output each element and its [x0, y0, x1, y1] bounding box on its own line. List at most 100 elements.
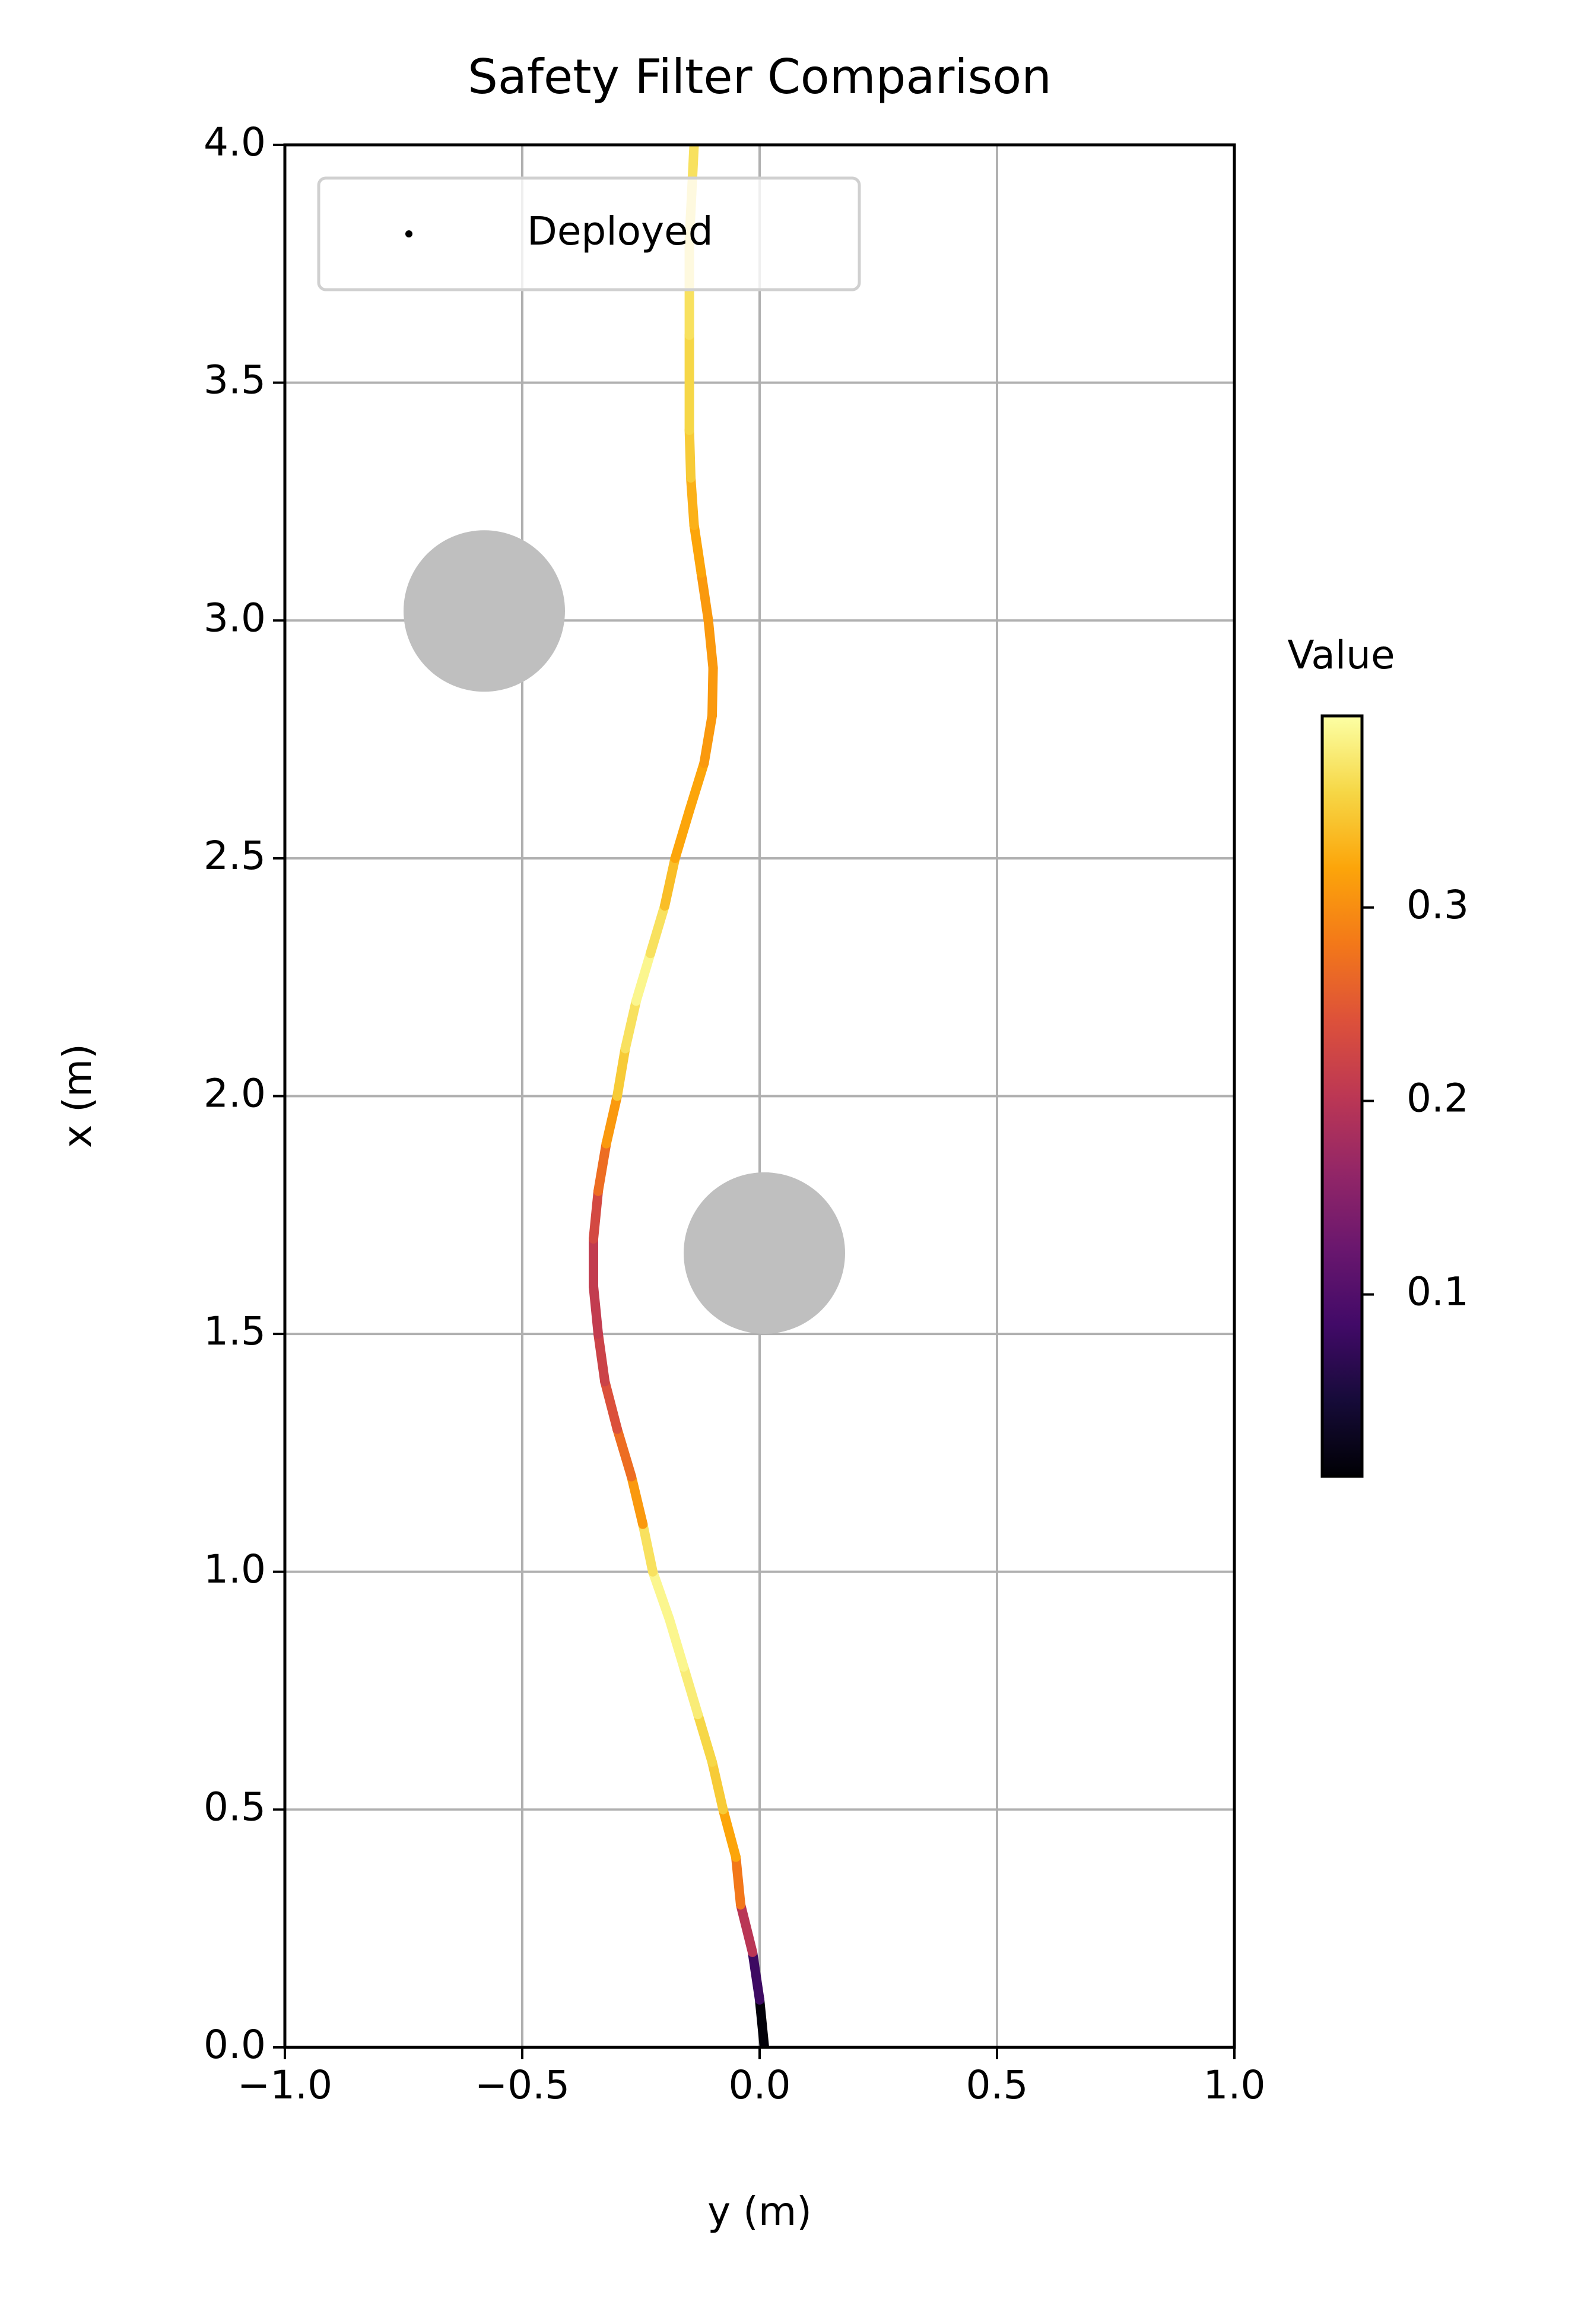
- trajectory-segment: [665, 1614, 688, 1672]
- y-axis-label: x (m): [55, 1044, 100, 1148]
- point: [731, 1852, 741, 1862]
- point: [679, 1662, 688, 1672]
- legend: Deployed: [317, 176, 861, 291]
- trajectory-segment: [689, 521, 706, 578]
- y-tick-label: 2.0: [204, 1071, 266, 1117]
- trajectory-segment: [593, 1329, 610, 1387]
- trajectory-segment: [631, 949, 655, 1006]
- point: [686, 473, 696, 483]
- legend-label: Deployed: [527, 208, 713, 254]
- point: [707, 1757, 717, 1767]
- y-tick-label: 0.0: [204, 2022, 266, 2068]
- trajectory-segment: [699, 711, 717, 768]
- point: [684, 806, 694, 816]
- x-tick-label: 1.0: [1204, 2062, 1266, 2108]
- trajectory-segment: [703, 616, 718, 673]
- trajectory-segment: [593, 1139, 611, 1196]
- point: [600, 1377, 610, 1387]
- colorbar-ticks: 0.1 0.2 0.3: [1362, 882, 1469, 1315]
- trajectory-segment: [707, 663, 718, 721]
- point: [612, 1424, 622, 1434]
- y-tick-label: 1.0: [204, 1546, 266, 1592]
- trajectory-segment: [600, 1377, 622, 1434]
- point: [620, 1044, 630, 1054]
- chart-title: Safety Filter Comparison: [468, 49, 1052, 104]
- trajectory-segment: [731, 1852, 745, 1910]
- point: [660, 901, 669, 911]
- y-tick-label: 4.0: [204, 119, 266, 165]
- x-tick-label: 0.0: [729, 2062, 791, 2108]
- point: [718, 1805, 728, 1815]
- point: [684, 425, 694, 435]
- point: [699, 758, 709, 768]
- point: [627, 1472, 636, 1482]
- trajectory-segment: [601, 1091, 622, 1149]
- point: [684, 330, 694, 340]
- obstacle: [684, 1172, 845, 1334]
- trajectory-segment: [660, 853, 680, 911]
- trajectory-segment: [648, 1567, 674, 1624]
- trajectory-segment: [620, 996, 641, 1054]
- point: [593, 1186, 603, 1196]
- trajectory-segment: [748, 1947, 764, 2005]
- point: [638, 1519, 648, 1529]
- trajectory-segment: [589, 1282, 603, 1339]
- point: [670, 853, 680, 863]
- point: [689, 521, 699, 530]
- trajectory-segment: [718, 1805, 741, 1862]
- trajectory-segment: [589, 1186, 603, 1244]
- y-tick-label: 3.0: [204, 595, 266, 641]
- legend-marker: [405, 230, 412, 237]
- point: [589, 1282, 598, 1291]
- point: [708, 663, 718, 673]
- point: [696, 568, 706, 578]
- trajectory-segment: [679, 1662, 703, 1720]
- trajectory-segment: [670, 806, 694, 863]
- colorbar: Value 0.1 0.2 0.3: [1287, 632, 1469, 1478]
- y-tick-label: 2.5: [204, 833, 266, 879]
- trajectory-segment: [684, 758, 709, 816]
- x-tick-label: −1.0: [237, 2062, 332, 2108]
- colorbar-scale: [1320, 714, 1364, 1478]
- point: [693, 1710, 703, 1720]
- x-axis-label: y (m): [707, 2189, 812, 2234]
- trajectory-segment: [755, 1995, 769, 2047]
- point: [593, 1329, 603, 1339]
- trajectory-segment: [612, 1044, 630, 1101]
- colorbar-tick-label: 0.3: [1406, 882, 1469, 928]
- point: [612, 1091, 622, 1101]
- grid: [284, 144, 1236, 2049]
- y-tick-label: 0.5: [204, 1784, 266, 1830]
- point: [748, 1947, 757, 1957]
- x-tick-label: 0.5: [966, 2062, 1028, 2108]
- point: [589, 1234, 598, 1244]
- plot-area: [404, 145, 845, 2047]
- point: [707, 711, 717, 721]
- trajectory-segment: [684, 425, 696, 483]
- trajectory-segment: [638, 1519, 658, 1577]
- point: [736, 1900, 745, 1910]
- ticks: −1.0 −0.5 0.0 0.5 1.0 0.0 0.5 1.0 1.5 2.0 2.5 3.0 3.…: [204, 119, 1265, 2108]
- x-tick-label: −0.5: [475, 2062, 570, 2108]
- point: [648, 1567, 658, 1577]
- point: [631, 996, 641, 1006]
- colorbar-tick-label: 0.2: [1406, 1076, 1469, 1121]
- trajectory-segment: [736, 1900, 757, 1957]
- point: [703, 616, 713, 626]
- colorbar-tick-label: 0.1: [1406, 1269, 1469, 1315]
- obstacle: [404, 530, 565, 692]
- trajectory-segment: [696, 568, 713, 626]
- y-tick-label: 3.5: [204, 357, 266, 403]
- point: [601, 1139, 611, 1149]
- point: [646, 949, 655, 959]
- trajectory-segment: [646, 901, 669, 959]
- point: [755, 1995, 764, 2005]
- trajectory-segment: [707, 1757, 728, 1815]
- point: [665, 1614, 674, 1624]
- trajectory-segment: [612, 1424, 636, 1482]
- trajectory-segment: [686, 473, 699, 530]
- colorbar-title: Value: [1287, 632, 1395, 678]
- trajectory-segment: [693, 1710, 717, 1767]
